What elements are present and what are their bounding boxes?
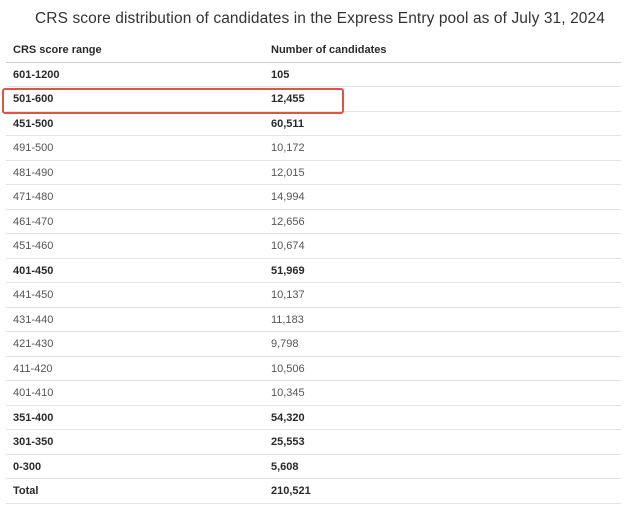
row-count: 11,183 <box>271 313 304 326</box>
row-count: 10,345 <box>271 387 305 399</box>
table-row: 481-490 12,015 <box>6 161 621 185</box>
table-row: 421-430 9,798 <box>6 332 621 357</box>
row-count: 12,455 <box>271 93 305 105</box>
table-row: 451-460 10,674 <box>6 234 621 259</box>
table-row: 0-300 5,608 <box>6 455 621 479</box>
row-range: 0-300 <box>13 460 42 473</box>
table-row: 601-1200 105 <box>6 63 621 87</box>
table-row: 351-400 54,320 <box>6 406 621 430</box>
row-count: 5,608 <box>271 460 299 473</box>
table-row: 411-420 10,506 <box>6 357 621 381</box>
header-number-of-candidates: Number of candidates <box>271 44 387 56</box>
row-count: 51,969 <box>271 264 305 277</box>
row-range: 401-410 <box>13 387 54 399</box>
row-range: 401-450 <box>13 264 54 277</box>
row-count: 12,656 <box>271 215 305 228</box>
row-range: 431-440 <box>13 313 54 326</box>
row-count: 25,553 <box>271 436 305 448</box>
table-row: 451-500 60,511 <box>6 112 621 136</box>
table-row: 301-350 25,553 <box>6 430 621 455</box>
row-range: 601-1200 <box>13 68 60 81</box>
highlight-annotation-box <box>2 88 344 114</box>
table-row: 501-600 12,455 <box>6 87 621 112</box>
row-range: 471-480 <box>13 191 54 203</box>
row-count: 60,511 <box>271 117 305 130</box>
table-row: 431-440 11,183 <box>6 308 621 332</box>
row-range: 491-500 <box>13 142 54 154</box>
row-count: 10,137 <box>271 289 305 301</box>
row-count: 10,506 <box>271 362 305 375</box>
row-range: 451-460 <box>13 240 54 252</box>
row-range: 301-350 <box>13 436 54 448</box>
row-range: 461-470 <box>13 215 54 228</box>
table-row: 401-450 51,969 <box>6 259 621 283</box>
row-count: 210,521 <box>271 485 311 497</box>
row-count: 9,798 <box>271 338 299 350</box>
crs-distribution-table: CRS score range Number of candidates 601… <box>6 38 621 504</box>
table-row-total: Total 210,521 <box>6 479 621 504</box>
row-range: 501-600 <box>13 93 54 105</box>
table-caption: CRS score distribution of candidates in … <box>35 10 605 27</box>
row-count: 105 <box>271 68 290 81</box>
row-range: 441-450 <box>13 289 54 301</box>
row-range: 421-430 <box>13 338 54 350</box>
row-count: 10,172 <box>271 142 305 154</box>
table-row: 491-500 10,172 <box>6 136 621 161</box>
row-range: 481-490 <box>13 166 54 179</box>
row-range: 411-420 <box>13 362 53 375</box>
table-row: 441-450 10,137 <box>6 283 621 308</box>
table-row: 461-470 12,656 <box>6 210 621 234</box>
row-range: 351-400 <box>13 411 54 424</box>
table-row: 401-410 10,345 <box>6 381 621 406</box>
row-count: 14,994 <box>271 191 305 203</box>
row-range: 451-500 <box>13 117 54 130</box>
row-count: 12,015 <box>271 166 305 179</box>
row-count: 10,674 <box>271 240 305 252</box>
row-count: 54,320 <box>271 411 305 424</box>
row-range: Total <box>13 485 39 497</box>
table-header-row: CRS score range Number of candidates <box>6 38 621 63</box>
header-crs-score-range: CRS score range <box>13 44 102 56</box>
table-row: 471-480 14,994 <box>6 185 621 210</box>
